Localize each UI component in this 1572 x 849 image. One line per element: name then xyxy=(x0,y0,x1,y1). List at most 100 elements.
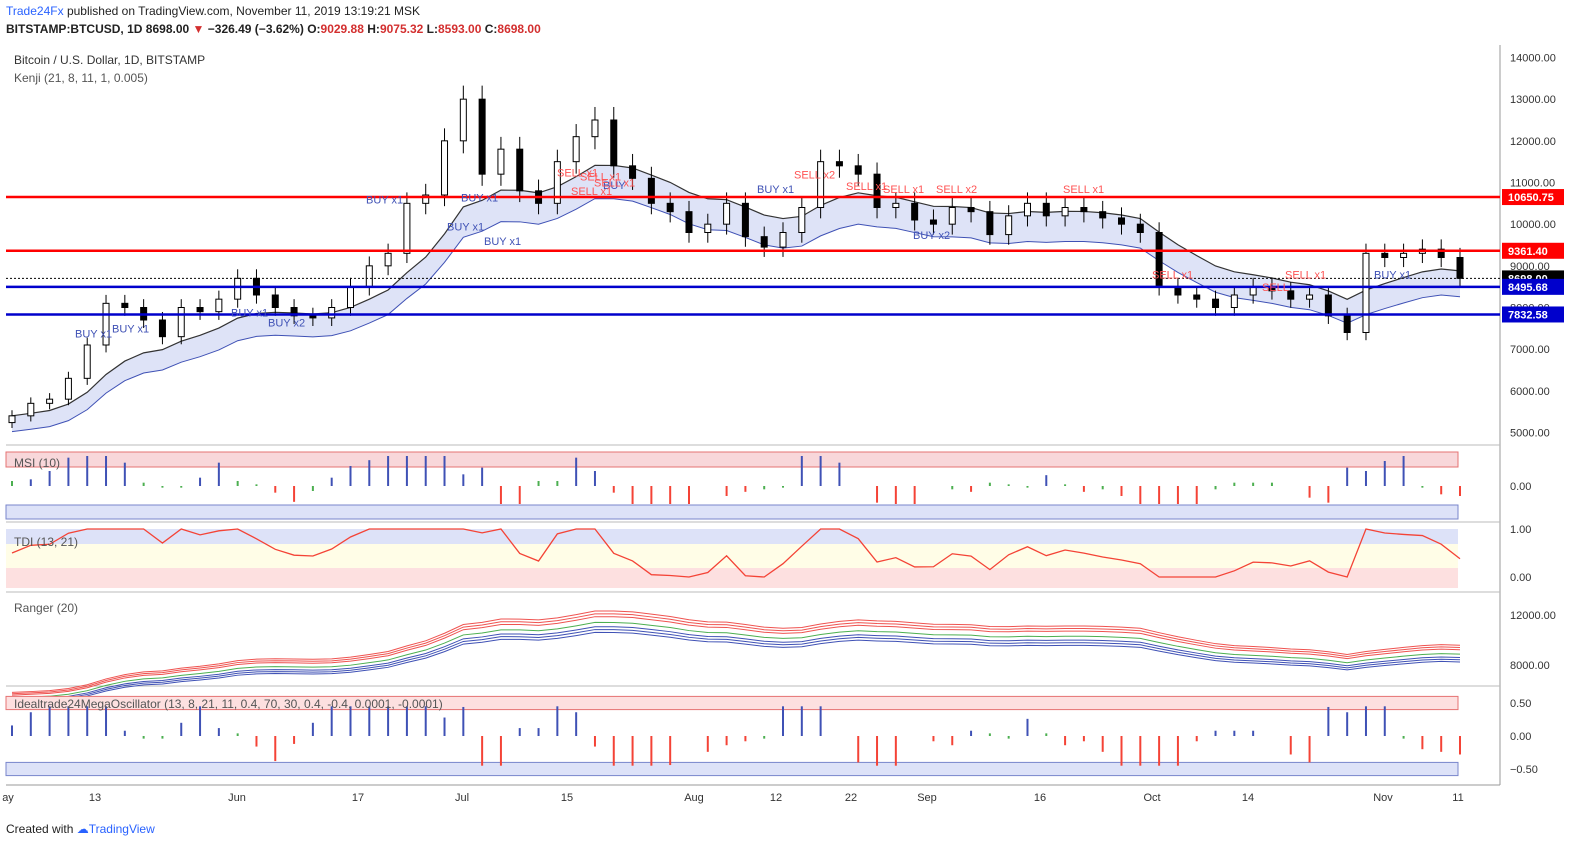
signal-annotation: BUY x1 xyxy=(461,192,498,204)
candle-body xyxy=(817,161,825,209)
candle-body xyxy=(459,98,467,142)
candle-body xyxy=(8,415,16,424)
candle-body xyxy=(610,119,618,167)
signal-annotation: SELL x1 xyxy=(557,167,598,179)
time-tick-label: ay xyxy=(2,792,14,804)
msi-upper-zone xyxy=(5,451,1459,468)
brand-link[interactable]: Trade24Fx xyxy=(6,4,64,18)
tdi-label: TDI (13, 21) xyxy=(14,535,79,549)
candle-body xyxy=(271,294,279,308)
signal-annotation: BUY x1 xyxy=(112,324,149,336)
candle-body xyxy=(1343,315,1351,334)
tdi-lower-zone xyxy=(6,568,1458,588)
osc-tick-label: 0.50 xyxy=(1510,698,1531,710)
candle-body xyxy=(83,344,91,379)
tdi-mid-zone xyxy=(6,544,1458,568)
candle-body xyxy=(177,307,185,338)
low-value: 8593.00 xyxy=(438,22,482,36)
candle-body xyxy=(422,194,430,204)
ranger-tick-label: 12000.00 xyxy=(1510,610,1556,622)
ranger-band-line xyxy=(11,621,1461,699)
candle-body xyxy=(102,302,110,346)
candle-body xyxy=(1212,298,1220,308)
candle-body xyxy=(1287,290,1295,300)
created-text: Created with xyxy=(6,822,74,836)
price-tick-label: 7000.00 xyxy=(1510,344,1550,356)
time-tick-label: Aug xyxy=(684,792,704,804)
candle-body xyxy=(1193,294,1201,300)
candle-body xyxy=(629,165,637,179)
candle-body xyxy=(516,148,524,192)
signal-annotation: BUY x1 xyxy=(757,184,794,196)
candle-body xyxy=(346,286,354,308)
signal-annotation: SELL x1 xyxy=(594,178,635,190)
level-price-label: 8495.68 xyxy=(1508,282,1548,294)
price-tick-label: 12000.00 xyxy=(1510,136,1556,148)
signal-annotation: SELL x1 xyxy=(1152,269,1193,281)
candle-body xyxy=(948,207,956,225)
candle-body xyxy=(1099,211,1107,219)
ohlc-line: BITSTAMP:BTCUSD, 1D 8698.00 ▼ −326.49 (−… xyxy=(6,22,541,36)
candle-body xyxy=(798,207,806,233)
signal-annotation: BUY x1 xyxy=(231,308,268,320)
candle-body xyxy=(290,307,298,317)
time-tick-label: Jul xyxy=(455,792,469,804)
time-tick-label: Nov xyxy=(1373,792,1393,804)
candle-body xyxy=(986,211,994,236)
candle-body xyxy=(64,377,72,400)
osc-lower-zone xyxy=(5,761,1459,777)
candle-body xyxy=(441,140,449,196)
candle-body xyxy=(591,119,599,138)
oscillator-label: Idealtrade24MegaOscillator (13, 8, 21, 1… xyxy=(14,697,443,711)
price-tick-label: 14000.00 xyxy=(1510,53,1556,65)
msi-label: MSI (10) xyxy=(14,456,61,470)
candle-body xyxy=(666,202,674,213)
time-tick-label: 13 xyxy=(89,792,101,804)
osc-tick-label: 0.00 xyxy=(1510,731,1531,743)
level-price-tag xyxy=(1502,306,1564,323)
signal-annotation: BUY x1 xyxy=(484,236,521,248)
price-tick-label: 9000.00 xyxy=(1510,261,1550,273)
signal-annotation: SELL x1 xyxy=(1285,269,1326,281)
signal-annotation: BUY x2 xyxy=(913,230,950,242)
candle-body xyxy=(854,165,862,175)
candle-body xyxy=(929,219,937,225)
candle-body xyxy=(779,232,787,248)
tdi-upper-zone xyxy=(6,529,1458,544)
signal-annotation: SELL x1 xyxy=(571,186,612,198)
signal-annotation: BUY x1 xyxy=(366,194,403,206)
footer: Created with ☁TradingView xyxy=(6,822,155,836)
tradingview-logo-icon: ☁ xyxy=(76,822,89,836)
candle-body xyxy=(835,161,843,167)
time-tick-label: 16 xyxy=(1034,792,1046,804)
signal-annotation: SELL x1 xyxy=(1063,184,1104,196)
candle-body xyxy=(328,307,336,319)
signal-annotation: SELL x2 xyxy=(794,169,835,181)
candle-body xyxy=(1456,257,1464,279)
price-tick-label: 5000.00 xyxy=(1510,428,1550,440)
open-value: 9029.88 xyxy=(320,22,364,36)
candle-body xyxy=(158,319,166,338)
candle-body xyxy=(234,277,242,300)
candle-body xyxy=(497,148,505,175)
main-title: Bitcoin / U.S. Dollar, 1D, BITSTAMP xyxy=(14,53,206,67)
candle-body xyxy=(365,265,373,288)
candle-body xyxy=(1437,248,1445,259)
candle-body xyxy=(121,302,129,309)
candle-body xyxy=(741,202,749,238)
candle-body xyxy=(1061,207,1069,217)
candle-body xyxy=(967,207,975,213)
time-tick-label: 12 xyxy=(770,792,782,804)
ranger-band-line xyxy=(11,631,1461,704)
candle-body xyxy=(892,202,900,208)
signal-annotation: BUY x1 xyxy=(75,329,112,341)
candle-body xyxy=(1080,207,1088,213)
osc-tick-label: −0.50 xyxy=(1510,764,1538,776)
candle-body xyxy=(1306,294,1314,300)
candle-body xyxy=(46,398,54,404)
tradingview-link[interactable]: TradingView xyxy=(88,822,155,836)
candle-body xyxy=(1362,252,1370,333)
ranger-band-line xyxy=(11,616,1461,696)
kenji-ribbon xyxy=(12,165,1460,432)
